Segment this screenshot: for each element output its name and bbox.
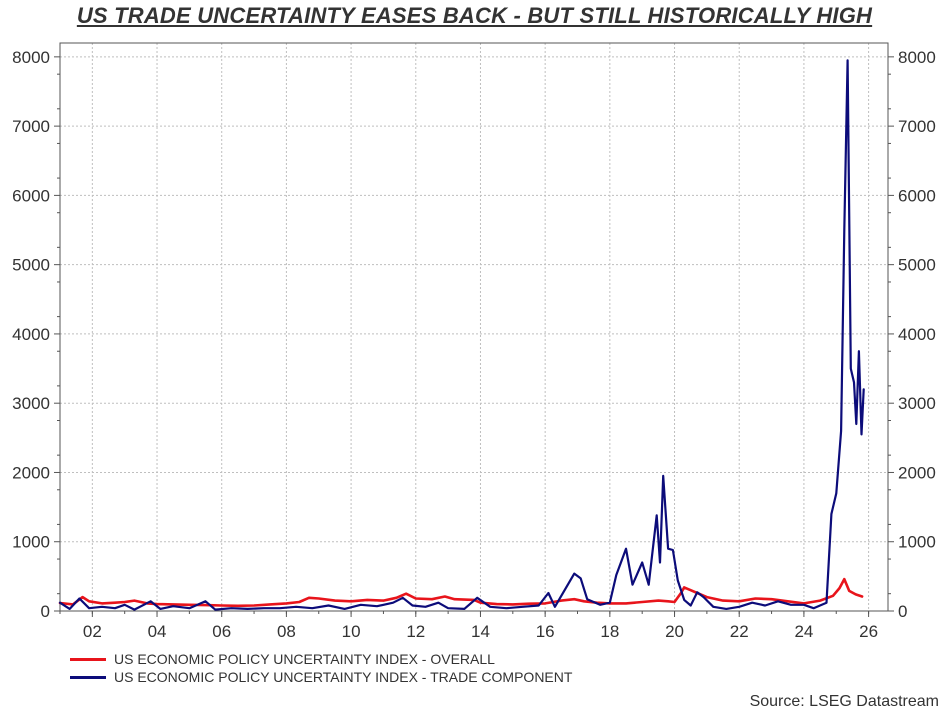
y-tick-label-left: 1000 <box>12 533 50 552</box>
series-lines <box>58 59 865 611</box>
y-tick-label-left: 0 <box>41 602 50 621</box>
legend: US ECONOMIC POLICY UNCERTAINTY INDEX - O… <box>70 650 572 686</box>
x-tick-label: 20 <box>665 622 684 641</box>
x-tick-label: 26 <box>859 622 878 641</box>
y-tick-label-right: 0 <box>898 602 907 621</box>
axis-ticks: 0 0 1000 1000 2000 2000 3000 3000 4000 4000 5000 50… <box>12 48 936 641</box>
legend-item-overall: US ECONOMIC POLICY UNCERTAINTY INDEX - O… <box>70 650 572 668</box>
y-tick-label-right: 8000 <box>898 48 936 67</box>
x-tick-label: 18 <box>600 622 619 641</box>
y-tick-label-left: 4000 <box>12 325 50 344</box>
y-tick-label-right: 3000 <box>898 394 936 413</box>
x-tick-label: 04 <box>148 622 167 641</box>
x-tick-label: 14 <box>471 622 490 641</box>
legend-label-overall: US ECONOMIC POLICY UNCERTAINTY INDEX - O… <box>114 651 495 667</box>
y-tick-label-left: 7000 <box>12 117 50 136</box>
chart-title: US TRADE UNCERTAINTY EASES BACK - BUT ST… <box>76 3 873 28</box>
y-tick-label-left: 2000 <box>12 463 50 482</box>
legend-swatch-overall <box>70 657 106 661</box>
series-line-trade <box>58 59 865 611</box>
y-tick-label-right: 4000 <box>898 325 936 344</box>
y-tick-label-right: 5000 <box>898 256 936 275</box>
legend-label-trade: US ECONOMIC POLICY UNCERTAINTY INDEX - T… <box>114 669 573 685</box>
y-tick-label-right: 6000 <box>898 186 936 205</box>
y-tick-label-right: 1000 <box>898 533 936 552</box>
x-tick-label: 24 <box>794 622 813 641</box>
source-note: Source: LSEG Datastream <box>749 693 939 710</box>
plot-frame <box>59 42 889 612</box>
y-tick-label-left: 5000 <box>12 256 50 275</box>
series-line-overall <box>58 577 864 608</box>
y-tick-label-right: 2000 <box>898 463 936 482</box>
x-tick-label: 22 <box>730 622 749 641</box>
x-tick-label: 16 <box>536 622 555 641</box>
y-tick-label-left: 8000 <box>12 48 50 67</box>
legend-item-trade: US ECONOMIC POLICY UNCERTAINTY INDEX - T… <box>70 668 572 686</box>
x-tick-label: 06 <box>212 622 231 641</box>
y-tick-label-right: 7000 <box>898 117 936 136</box>
x-tick-label: 02 <box>83 622 102 641</box>
legend-swatch-trade <box>70 675 106 679</box>
y-tick-label-left: 3000 <box>12 394 50 413</box>
grid-lines <box>60 43 888 611</box>
y-tick-label-left: 6000 <box>12 186 50 205</box>
x-tick-label: 08 <box>277 622 296 641</box>
x-tick-label: 12 <box>406 622 425 641</box>
x-tick-label: 10 <box>342 622 361 641</box>
